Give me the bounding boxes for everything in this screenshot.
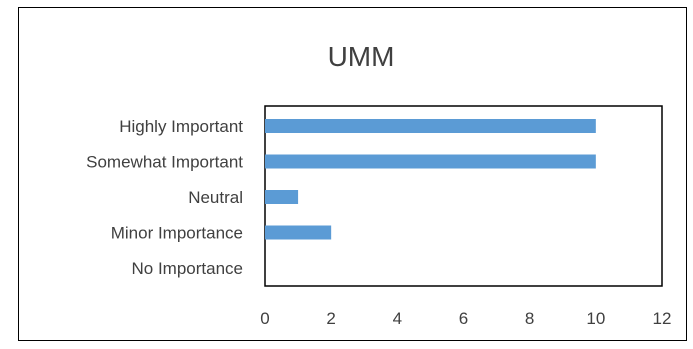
category-labels: Highly Important Somewhat Important Neutra… xyxy=(86,117,243,278)
category-label: Minor Importance xyxy=(111,224,243,243)
x-tick-label: 4 xyxy=(393,309,402,328)
category-label: No Importance xyxy=(132,259,244,278)
category-label: Highly Important xyxy=(119,117,243,136)
bar-neutral xyxy=(265,190,299,204)
chart-title: UMM xyxy=(328,41,395,72)
x-tick-label: 2 xyxy=(326,309,335,328)
x-tick-label: 6 xyxy=(459,309,468,328)
bar-highly-important xyxy=(265,119,596,133)
x-tick-label: 10 xyxy=(586,309,605,328)
x-axis-tick-labels: 0 2 4 6 8 10 12 xyxy=(260,309,671,328)
x-tick-label: 0 xyxy=(260,309,269,328)
bar-somewhat-important xyxy=(265,154,596,169)
bar-minor-importance xyxy=(265,225,332,240)
bars xyxy=(265,119,596,240)
category-label: Neutral xyxy=(188,188,243,207)
x-tick-label: 8 xyxy=(525,309,534,328)
category-label: Somewhat Important xyxy=(86,153,243,172)
x-tick-label: 12 xyxy=(653,309,672,328)
